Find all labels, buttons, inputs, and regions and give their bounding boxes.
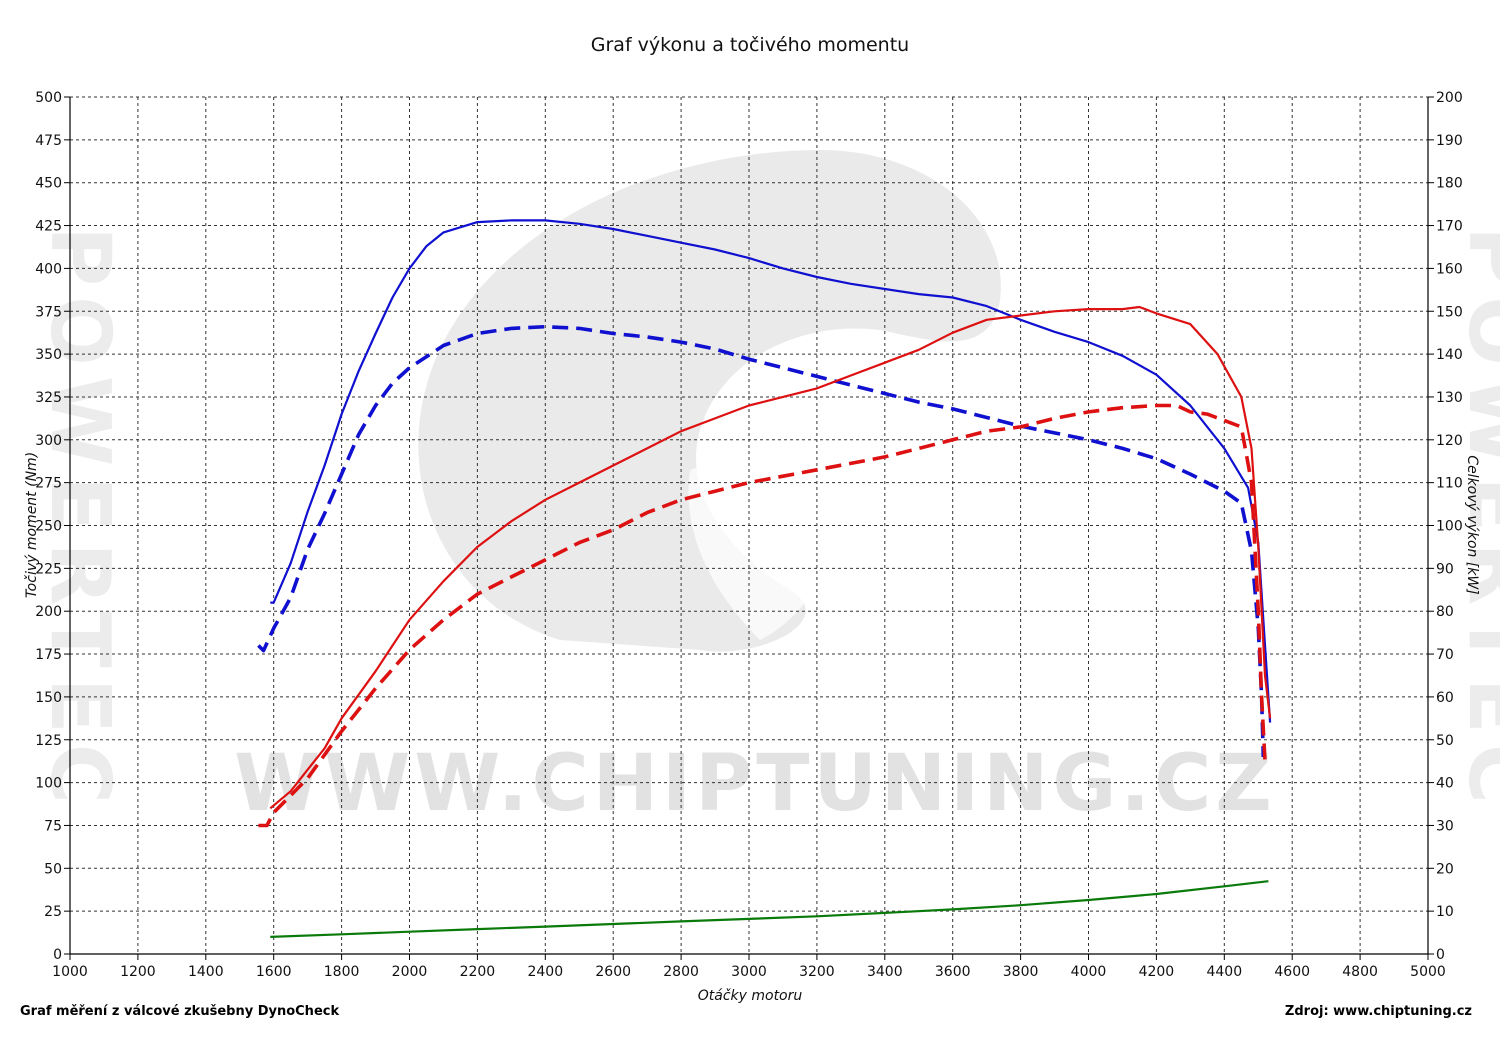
- y-left-tick-label: 275: [35, 476, 62, 492]
- y-right-tick-label: 140: [1436, 347, 1463, 363]
- y-left-tick-label: 100: [35, 776, 62, 792]
- x-tick-label: 3400: [867, 964, 903, 980]
- y-left-tick-label: 350: [35, 347, 62, 363]
- y-axis-right-label: Celkový výkon [kW]: [1464, 455, 1480, 594]
- side-watermark-right: POWERTEC: [1450, 226, 1500, 814]
- x-tick-label: 3000: [731, 964, 767, 980]
- background-watermarks: WWW.CHIPTUNING.CZ POWERTEC POWERTEC: [32, 150, 1500, 829]
- y-left-tick-label: 0: [53, 947, 62, 963]
- y-right-tick-label: 100: [1436, 519, 1463, 535]
- series-line-4: [258, 403, 1267, 828]
- y-right-tick-label: 180: [1436, 176, 1463, 192]
- x-tick-label: 2600: [595, 964, 631, 980]
- text-watermark: WWW.CHIPTUNING.CZ: [234, 739, 1276, 829]
- x-tick-label: 3800: [1003, 964, 1039, 980]
- y-left-tick-label: 200: [35, 604, 62, 620]
- footer-source-note: Graf měření z válcové zkušebny DynoCheck: [20, 1004, 340, 1019]
- footer-source-link: Zdroj: www.chiptuning.cz: [1284, 1004, 1472, 1019]
- y-right-tick-label: 190: [1436, 133, 1463, 149]
- logo-watermark-cutout: [688, 462, 826, 640]
- y-right-tick-label: 20: [1436, 861, 1454, 877]
- y-right-tick-label: 120: [1436, 433, 1463, 449]
- y-right-tick-label: 90: [1436, 561, 1454, 577]
- x-tick-label: 2200: [460, 964, 496, 980]
- x-tick-label: 4800: [1342, 964, 1378, 980]
- y-right-tick-label: 130: [1436, 390, 1463, 406]
- y-axis-left-label: Točivý moment (Nm): [24, 452, 40, 598]
- grid: [69, 96, 1429, 955]
- series-line-1: [270, 219, 1272, 723]
- x-tick-label: 5000: [1410, 964, 1446, 980]
- x-tick-label: 1800: [324, 964, 360, 980]
- y-left-tick-label: 500: [35, 90, 62, 106]
- x-tick-label: 2800: [663, 964, 699, 980]
- y-left-tick-label: 175: [35, 647, 62, 663]
- y-right-tick-label: 70: [1436, 647, 1454, 663]
- y-right-tick-label: 110: [1436, 476, 1463, 492]
- x-tick-label: 4200: [1139, 964, 1175, 980]
- x-tick-label: 4000: [1071, 964, 1107, 980]
- series-line-5: [270, 880, 1269, 938]
- y-left-tick-label: 475: [35, 133, 62, 149]
- y-right-tick-label: 30: [1436, 818, 1454, 834]
- series-line-3: [269, 305, 1272, 810]
- x-tick-label: 1200: [120, 964, 156, 980]
- axes: 1000 1200 1400 1600 1800 2000 2200 2400 2600 2800…: [35, 90, 1462, 980]
- y-left-tick-label: 325: [35, 390, 62, 406]
- y-right-tick-label: 80: [1436, 604, 1454, 620]
- y-right-tick-label: 150: [1436, 304, 1463, 320]
- series-line-2: [257, 324, 1266, 757]
- y-left-tick-label: 375: [35, 304, 62, 320]
- y-right-tick-label: 200: [1436, 90, 1463, 106]
- y-right-tick-label: 10: [1436, 904, 1454, 920]
- x-tick-label: 1000: [52, 964, 88, 980]
- logo-watermark: [418, 150, 1001, 652]
- y-left-tick-label: 25: [44, 904, 62, 920]
- side-watermark-left: POWERTEC: [32, 226, 127, 814]
- y-left-tick-label: 300: [35, 433, 62, 449]
- series: [257, 219, 1272, 938]
- y-left-tick-label: 50: [44, 861, 62, 877]
- y-right-tick-label: 60: [1436, 690, 1454, 706]
- y-left-tick-label: 125: [35, 733, 62, 749]
- y-left-tick-label: 425: [35, 219, 62, 235]
- y-right-tick-label: 170: [1436, 219, 1463, 235]
- y-left-tick-label: 75: [44, 818, 62, 834]
- x-axis-label: Otáčky motoru: [698, 988, 803, 1004]
- y-left-tick-label: 450: [35, 176, 62, 192]
- x-tick-label: 2000: [392, 964, 428, 980]
- y-left-tick-label: 400: [35, 261, 62, 277]
- chart-title: Graf výkonu a točivého momentu: [591, 34, 909, 56]
- y-right-tick-label: 160: [1436, 261, 1463, 277]
- y-left-tick-label: 250: [35, 519, 62, 535]
- x-tick-label: 1400: [188, 964, 224, 980]
- y-left-tick-label: 150: [35, 690, 62, 706]
- x-tick-label: 4600: [1274, 964, 1310, 980]
- y-left-tick-label: 225: [35, 561, 62, 577]
- y-right-tick-label: 40: [1436, 776, 1454, 792]
- x-tick-label: 3600: [935, 964, 971, 980]
- x-tick-label: 1600: [256, 964, 292, 980]
- y-right-tick-label: 50: [1436, 733, 1454, 749]
- x-tick-label: 4400: [1206, 964, 1242, 980]
- y-right-tick-label: 0: [1436, 947, 1445, 963]
- x-tick-label: 3200: [799, 964, 835, 980]
- x-tick-label: 2400: [527, 964, 563, 980]
